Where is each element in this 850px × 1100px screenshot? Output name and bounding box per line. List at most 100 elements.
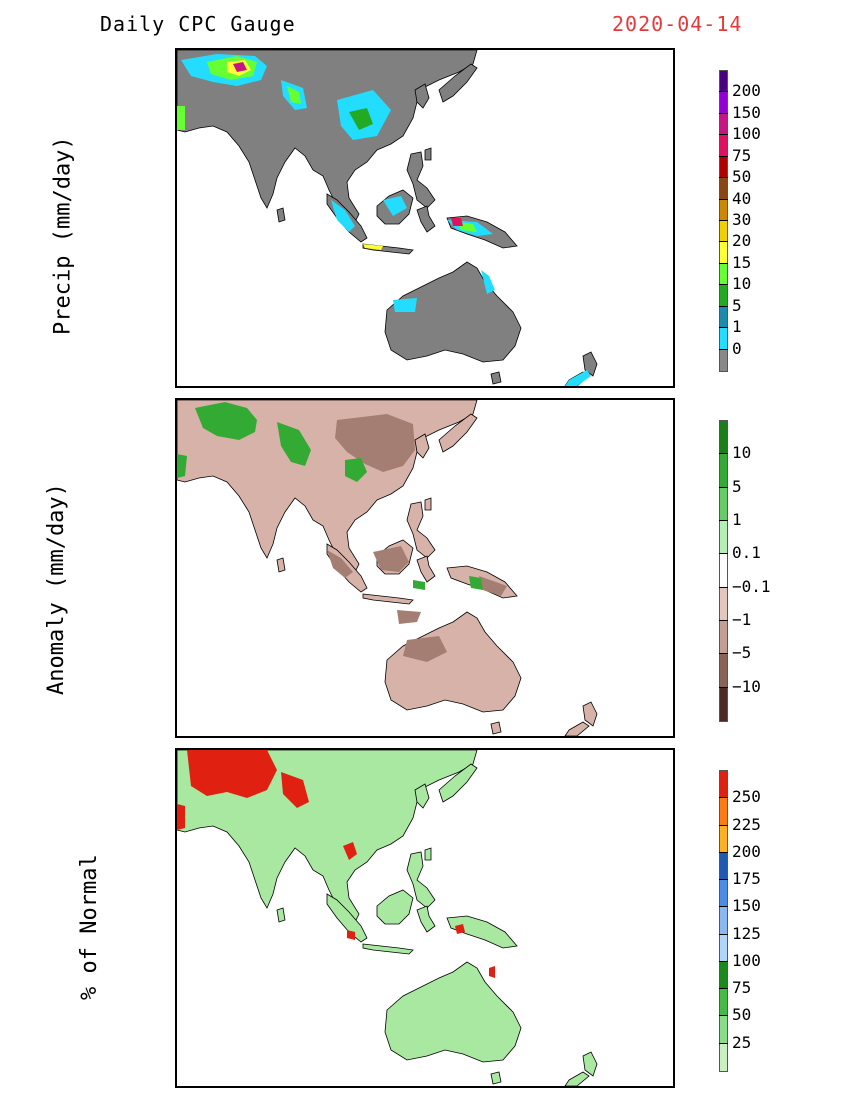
precip-region bbox=[349, 108, 373, 130]
percent-high-region bbox=[177, 804, 185, 830]
colorbar-label: 75 bbox=[732, 978, 752, 998]
colorbar bbox=[719, 420, 728, 722]
colorbar-tick bbox=[719, 112, 728, 114]
landmass bbox=[490, 371, 502, 385]
colorbar-tick bbox=[719, 220, 728, 221]
colorbar-segment bbox=[720, 421, 727, 455]
landmass bbox=[582, 1051, 598, 1077]
colorbar-segment bbox=[720, 349, 727, 371]
colorbar-label: 10 bbox=[732, 274, 752, 294]
landmass bbox=[438, 763, 478, 803]
precip-map-panel bbox=[175, 48, 675, 388]
colorbar-tick bbox=[719, 960, 728, 962]
colorbar-label: 50 bbox=[732, 1005, 752, 1025]
colorbar-label: 150 bbox=[732, 102, 761, 122]
precip-region bbox=[363, 244, 383, 250]
landmass bbox=[276, 907, 286, 923]
percent-high-region bbox=[455, 924, 465, 934]
colorbar-segment bbox=[720, 285, 727, 307]
colorbar-label: 0 bbox=[732, 338, 742, 358]
percent-map bbox=[177, 750, 598, 1086]
landmass bbox=[362, 943, 414, 955]
colorbar-segment bbox=[720, 687, 727, 721]
colorbar-tick bbox=[719, 797, 728, 799]
anomaly-map bbox=[177, 400, 598, 736]
colorbar-tick bbox=[719, 906, 728, 908]
precip-region bbox=[177, 106, 185, 130]
colorbar-segment bbox=[720, 520, 727, 555]
colorbar-label: 175 bbox=[732, 869, 761, 889]
colorbar-segment bbox=[720, 454, 727, 488]
precip-region bbox=[287, 86, 301, 104]
landmass bbox=[406, 851, 436, 909]
landmass bbox=[384, 611, 522, 713]
precip-region bbox=[393, 298, 417, 312]
landmass bbox=[416, 905, 436, 933]
precip-region bbox=[481, 270, 495, 294]
landmass bbox=[414, 783, 430, 809]
landmass bbox=[362, 593, 414, 605]
colorbar-label: 200 bbox=[732, 81, 761, 101]
colorbar-tick bbox=[719, 198, 728, 200]
landmass bbox=[416, 555, 436, 583]
landmass bbox=[424, 497, 432, 511]
colorbar-label: 50 bbox=[732, 167, 752, 187]
colorbar-tick bbox=[719, 988, 728, 990]
colorbar-label: 1 bbox=[732, 317, 742, 337]
landmass bbox=[276, 207, 286, 223]
colorbar-label: −10 bbox=[732, 676, 761, 696]
colorbar-segment bbox=[720, 798, 727, 826]
percent-high-region bbox=[489, 966, 495, 978]
colorbar-segment bbox=[720, 92, 727, 114]
colorbar bbox=[719, 70, 728, 372]
anomaly-wet-region bbox=[195, 402, 257, 440]
colorbar-tick bbox=[719, 586, 728, 588]
colorbar-segment bbox=[720, 989, 727, 1017]
colorbar-segment bbox=[720, 620, 727, 655]
colorbar-label: −5 bbox=[732, 643, 752, 663]
colorbar-segment bbox=[720, 1016, 727, 1044]
colorbar-tick bbox=[719, 686, 728, 688]
colorbar-tick bbox=[719, 453, 728, 455]
percent-high-region bbox=[187, 750, 277, 798]
colorbar-segment bbox=[720, 825, 727, 853]
colorbar-tick bbox=[719, 305, 728, 307]
colorbar-segment bbox=[720, 587, 727, 621]
colorbar-label: 5 bbox=[732, 295, 742, 315]
date-label: 2020-04-14 bbox=[612, 12, 743, 36]
colorbar-tick bbox=[719, 262, 728, 264]
colorbar-segment bbox=[720, 934, 727, 962]
colorbar-segment bbox=[720, 771, 727, 799]
colorbar-tick bbox=[719, 620, 728, 621]
colorbar-tick bbox=[719, 851, 728, 853]
colorbar-segment bbox=[720, 1043, 727, 1071]
colorbar-segment bbox=[720, 306, 727, 329]
colorbar-segment bbox=[720, 263, 727, 286]
anomaly-dry-region bbox=[335, 414, 415, 472]
landmass bbox=[326, 893, 368, 943]
colorbar-label: 1 bbox=[732, 510, 742, 529]
chart-title: Daily CPC Gauge bbox=[100, 12, 296, 36]
colorbar-segment bbox=[720, 71, 727, 93]
colorbar-label: −1 bbox=[732, 610, 752, 629]
precip-region bbox=[331, 200, 355, 232]
colorbar-segment bbox=[720, 135, 727, 157]
colorbar-tick bbox=[719, 134, 728, 136]
anomaly-wet-region bbox=[277, 422, 311, 466]
colorbar bbox=[719, 770, 728, 1072]
landmass bbox=[406, 151, 436, 209]
colorbar-segment bbox=[720, 654, 727, 688]
anomaly-map-panel bbox=[175, 398, 675, 738]
colorbar-tick bbox=[719, 824, 728, 826]
colorbar-label: 225 bbox=[732, 814, 761, 834]
landmass bbox=[582, 701, 598, 727]
colorbar-label: 75 bbox=[732, 145, 752, 165]
colorbar-tick bbox=[719, 155, 728, 157]
colorbar-tick bbox=[719, 520, 728, 521]
colorbar-tick bbox=[719, 1042, 728, 1044]
colorbar-tick bbox=[719, 177, 728, 179]
percent-map-panel bbox=[175, 748, 675, 1088]
colorbar-tick bbox=[719, 284, 728, 286]
landmass bbox=[414, 433, 430, 459]
colorbar-label: −0.1 bbox=[732, 576, 771, 596]
